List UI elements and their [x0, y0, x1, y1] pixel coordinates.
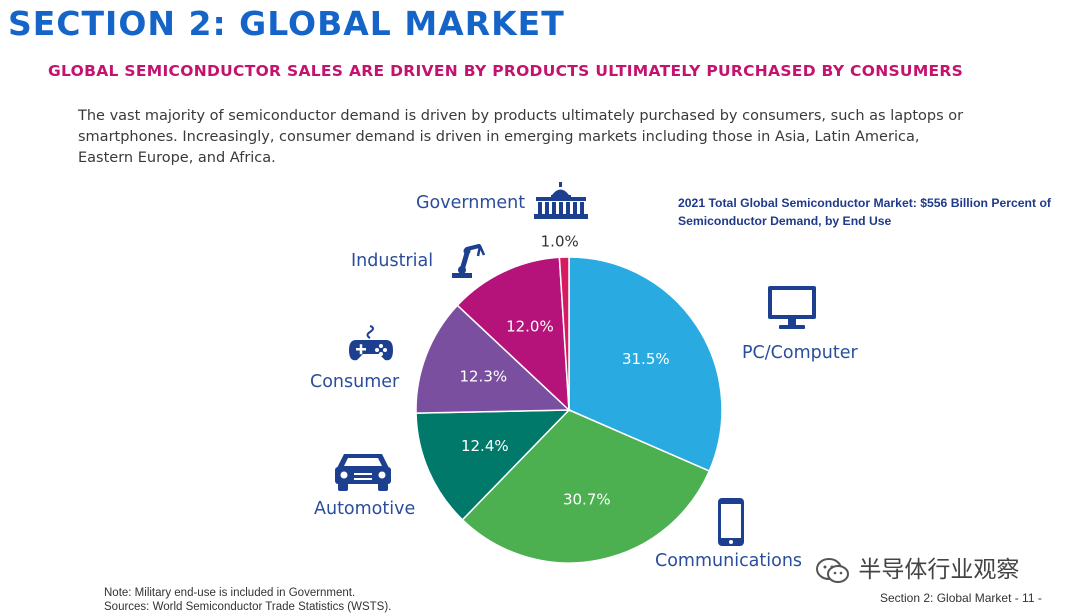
slice-value-label: 31.5% — [622, 350, 670, 368]
slice-value-label: 12.0% — [506, 318, 554, 336]
slice-value-label: 12.4% — [461, 437, 509, 455]
pie-slice-consumer — [415, 304, 571, 414]
pie-slice-pc-computer — [568, 256, 723, 473]
label-pc-computer: PC/Computer — [742, 343, 858, 363]
watermark-text: 半导体行业观察 — [858, 557, 1020, 583]
watermark: 半导体行业观察 — [815, 550, 1019, 585]
capitol-icon — [534, 182, 588, 219]
pie-slice-automotive — [415, 409, 571, 521]
pie-slice-industrial — [456, 256, 570, 412]
slice-value-label: 30.7% — [563, 491, 611, 509]
label-government: Government — [416, 193, 526, 213]
car-icon — [335, 454, 391, 491]
sources-text: Sources: World Semiconductor Trade Stati… — [104, 601, 392, 613]
label-consumer: Consumer — [310, 372, 400, 392]
intro-paragraph: The vast majority of semiconductor deman… — [78, 108, 964, 166]
pie-slice-government — [558, 256, 570, 411]
smartphone-icon — [718, 498, 744, 546]
slice-value-label: 1.0% — [541, 233, 579, 251]
slice-value-label: 12.3% — [459, 368, 507, 386]
page-footer: Section 2: Global Market - 11 - — [880, 591, 1042, 605]
pie-slice-communications — [461, 409, 711, 564]
page-subtitle: GLOBAL SEMICONDUCTOR SALES ARE DRIVEN BY… — [48, 62, 964, 80]
robot-arm-icon — [452, 244, 486, 278]
label-communications: Communications — [655, 551, 803, 571]
label-industrial: Industrial — [351, 251, 434, 271]
chart-title: 2021 Total Global Semiconductor Market: … — [678, 196, 1051, 228]
gamepad-icon — [349, 325, 393, 361]
monitor-icon — [768, 286, 816, 329]
label-automotive: Automotive — [314, 499, 416, 519]
wechat-icon — [816, 557, 849, 583]
page-title: SECTION 2: GLOBAL MARKET — [8, 4, 565, 43]
note-text: Note: Military end-use is included in Go… — [104, 587, 356, 599]
chart-notes: Note: Military end-use is included in Go… — [104, 586, 391, 614]
